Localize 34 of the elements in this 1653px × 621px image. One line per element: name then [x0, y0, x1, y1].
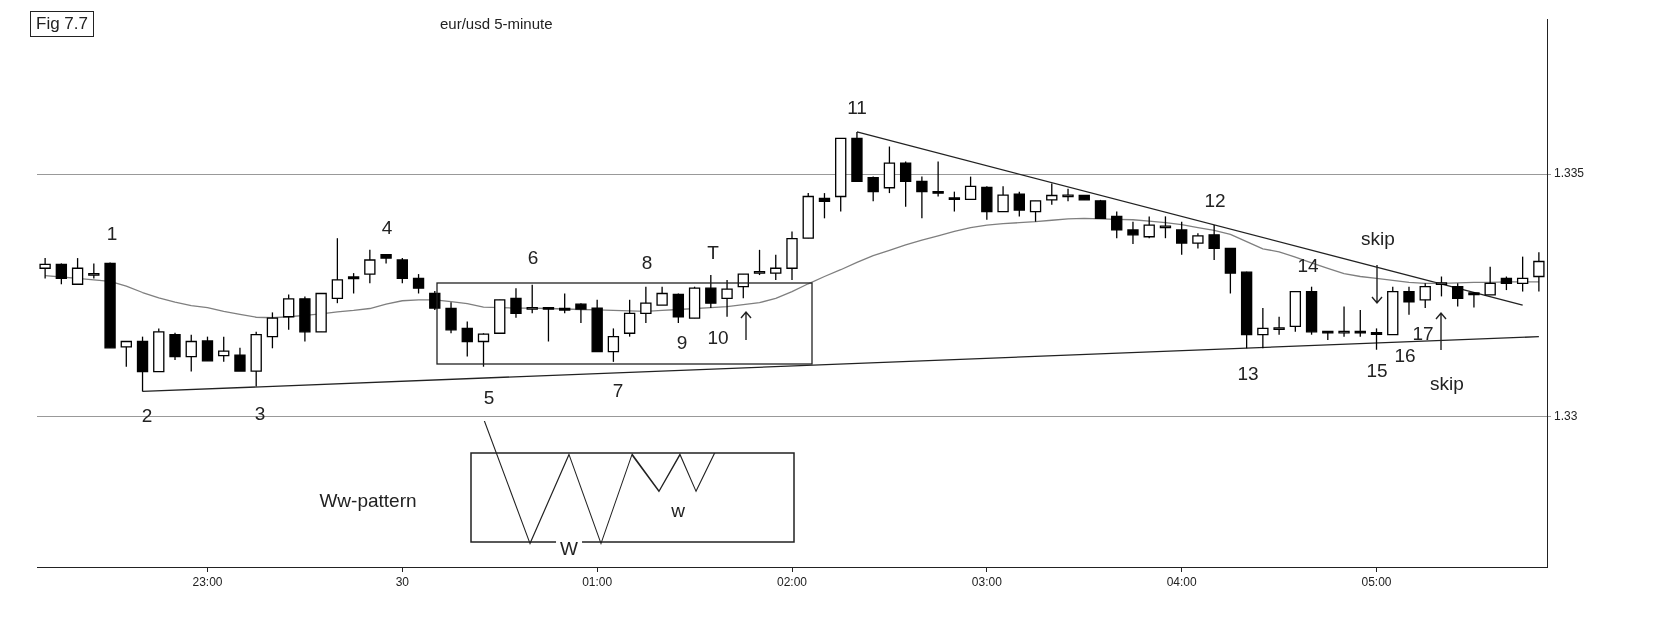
annotation: 2: [141, 404, 153, 426]
annotation: 4: [381, 216, 393, 238]
x-tick-label: 30: [395, 574, 410, 589]
y-tick-label: 1.335: [1554, 166, 1585, 181]
annotation: 9: [676, 331, 688, 353]
annotation: Ww-pattern: [319, 489, 417, 511]
annotation: 3: [254, 402, 266, 424]
annotation: W: [556, 537, 582, 559]
chart-subtitle: eur/usd 5-minute: [440, 15, 553, 32]
x-tick-label: 02:00: [776, 574, 808, 589]
annotation: 13: [1237, 362, 1259, 384]
annotation: 5: [483, 386, 495, 408]
annotation: 10: [707, 326, 729, 348]
annotation: skip: [1430, 372, 1464, 394]
annotation: 14: [1297, 254, 1319, 276]
x-tick-label: 23:00: [192, 574, 223, 589]
annotation: T: [707, 241, 719, 263]
annotation: w: [671, 499, 685, 521]
annotation: 1: [106, 222, 118, 244]
y-tick-label: 1.33: [1554, 408, 1578, 423]
x-tick-label: 01:00: [582, 574, 613, 589]
annotation: 11: [847, 96, 867, 118]
annotation: 16: [1394, 344, 1416, 366]
chart-title: Fig 7.7: [30, 11, 94, 37]
annotation: 8: [641, 251, 653, 273]
x-tick-label: 03:00: [971, 574, 1003, 589]
annotation: 15: [1366, 359, 1388, 381]
x-tick-label: 05:00: [1361, 574, 1392, 589]
annotation: 12: [1204, 189, 1226, 211]
x-tick-label: 04:00: [1166, 574, 1198, 589]
annotation: 7: [612, 379, 624, 401]
annotation: 17: [1412, 322, 1434, 344]
annotation: skip: [1361, 227, 1395, 249]
annotation: 6: [527, 246, 539, 268]
